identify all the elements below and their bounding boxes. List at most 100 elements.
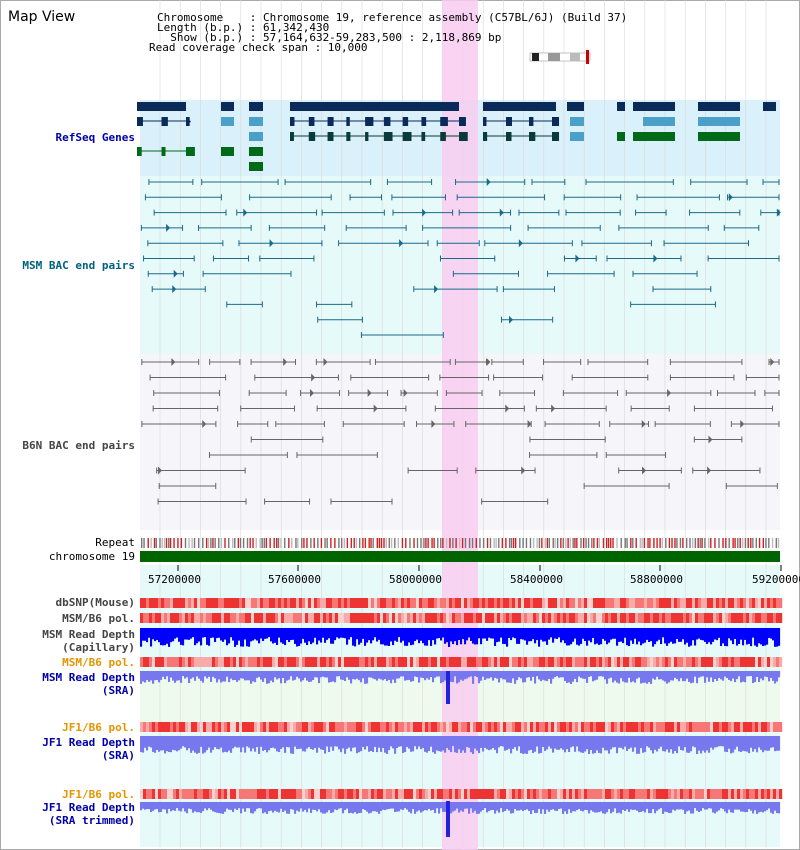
msm-sra-depth-bar	[440, 671, 443, 684]
msm-pol-heat-cell	[632, 613, 636, 623]
jf1-trim-pol-heat-cell	[395, 789, 399, 799]
jf1-trim-pol-heat-cell	[413, 789, 417, 799]
jf1-pol-heat-cell	[623, 722, 627, 732]
track-label-jf1-b6-pol-2[interactable]: JF1/B6 pol.	[62, 788, 135, 801]
msm-sra-depth-bar	[378, 671, 381, 679]
repeat-mark	[479, 538, 481, 548]
msm-capillary-depth-bar	[548, 628, 551, 640]
jf1-pol-heat-cell	[518, 722, 522, 732]
msm-sra-depth-bar	[762, 671, 765, 681]
jf1-sra-depth-bar	[638, 736, 641, 754]
jf1-pol-heat-cell	[641, 722, 645, 732]
jf1-trim-depth-bar	[366, 802, 369, 812]
msm-sra-depth-bar	[718, 671, 721, 678]
track-label-msm-read-depth-capillary[interactable]: MSM Read Depth	[42, 628, 135, 641]
msm-sra-pol-heat-cell	[737, 657, 741, 667]
track-label-b6n-bac[interactable]: B6N BAC end pairs	[22, 439, 135, 452]
jf1-sra-depth-bar	[706, 736, 709, 751]
refseq-gene-model-exon	[161, 147, 166, 156]
jf1-pol-heat-cell	[581, 722, 585, 732]
msm-capillary-depth-bar	[470, 628, 473, 641]
repeat-mark	[616, 538, 618, 548]
track-label-msm-bac[interactable]: MSM BAC end pairs	[22, 259, 135, 272]
refseq-gene-model-strand-arrow	[186, 117, 191, 126]
jf1-trim-pol-heat-cell	[473, 789, 477, 799]
msm-sra-pol-heat-cell	[740, 657, 744, 667]
dbsnp-heat-cell	[230, 598, 234, 608]
jf1-sra-depth-bar	[160, 736, 163, 751]
msm-pol-heat-cell	[149, 613, 153, 623]
refseq-gene-block	[570, 132, 584, 141]
jf1-trim-pol-heat-cell	[341, 789, 345, 799]
jf1-sra-depth-bar	[668, 736, 671, 753]
jf1-sra-depth-bar	[586, 736, 589, 750]
msm-capillary-depth-bar	[214, 628, 217, 643]
msm-capillary-depth-bar	[410, 628, 413, 646]
track-label-jf1-b6-pol[interactable]: JF1/B6 pol.	[62, 721, 135, 734]
msm-sra-pol-heat-cell	[437, 657, 441, 667]
jf1-trim-depth-bar	[590, 802, 593, 811]
repeat-mark	[390, 538, 393, 548]
dbsnp-heat-cell	[575, 598, 579, 608]
jf1-sra-depth-bar	[492, 736, 495, 749]
track-label-jf1-read-depth-trimmed[interactable]: JF1 Read Depth	[42, 801, 135, 814]
msm-pol-heat-cell	[155, 613, 159, 623]
jf1-pol-heat-cell	[149, 722, 153, 732]
jf1-trim-depth-bar	[232, 802, 235, 812]
msm-sra-pol-heat-cell	[695, 657, 699, 667]
jf1-pol-heat-cell	[602, 722, 606, 732]
jf1-pol-heat-cell	[206, 722, 210, 732]
jf1-pol-heat-cell	[692, 722, 696, 732]
jf1-trim-pol-heat-cell	[707, 789, 711, 799]
jf1-sra-depth-bar	[288, 736, 291, 748]
msm-sra-pol-heat-cell	[587, 657, 591, 667]
msm-sra-depth-bar	[770, 671, 773, 678]
jf1-trim-depth-bar	[480, 802, 483, 812]
msm-sra-pol-heat-cell	[290, 657, 294, 667]
track-label-dbsnp[interactable]: dbSNP(Mouse)	[55, 596, 135, 609]
chromosome-ideogram	[529, 50, 591, 64]
msm-sra-pol-heat-cell	[707, 657, 711, 667]
jf1-trim-depth-bar	[512, 802, 515, 814]
jf1-sra-depth-bar	[490, 736, 493, 750]
track-label-msm-b6-pol-sra[interactable]: MSM/B6 pol.	[62, 656, 135, 669]
refseq-gene-model-exon	[529, 117, 534, 126]
dbsnp-heat-cell	[734, 598, 738, 608]
msm-capillary-depth-bar	[320, 628, 323, 643]
msm-sra-pol-heat-cell	[674, 657, 678, 667]
jf1-pol-heat-cell	[461, 722, 465, 732]
jf1-pol-heat-cell	[662, 722, 666, 732]
jf1-trim-depth-bar	[606, 802, 609, 813]
track-label-msm-b6-pol[interactable]: MSM/B6 pol.	[62, 612, 135, 625]
msm-bac-pair-arrow	[653, 254, 658, 263]
track-label-msm-read-depth-sra[interactable]: MSM Read Depth	[42, 671, 135, 684]
dbsnp-heat-cell	[488, 598, 492, 608]
msm-sra-depth-bar	[578, 671, 581, 677]
msm-pol-heat-cell	[746, 613, 750, 623]
jf1-trim-depth-bar	[424, 802, 427, 811]
msm-capillary-depth-bar	[284, 628, 287, 646]
msm-sra-pol-heat-cell	[452, 657, 456, 667]
msm-pol-heat-cell	[428, 613, 432, 623]
jf1-pol-heat-cell	[653, 722, 657, 732]
jf1-trim-pol-heat-cell	[398, 789, 402, 799]
jf1-sra-depth-bar	[142, 736, 145, 753]
msm-sra-pol-heat-cell	[713, 657, 717, 667]
msm-sra-depth-bar	[508, 671, 511, 683]
msm-capillary-depth-bar	[222, 628, 225, 642]
dbsnp-heat-cell	[620, 598, 624, 608]
jf1-sra-depth-bar	[144, 736, 147, 748]
jf1-trim-depth-bar	[642, 802, 645, 812]
jf1-sra-depth-bar	[588, 736, 591, 754]
jf1-trim-depth-bar	[474, 802, 477, 811]
repeat-mark	[489, 538, 492, 548]
msm-sra-depth-spike	[446, 671, 450, 704]
msm-capillary-depth-bar	[418, 628, 421, 644]
track-label-jf1-read-depth-sra[interactable]: JF1 Read Depth	[42, 736, 135, 749]
jf1-sra-depth-bar	[238, 736, 241, 748]
repeat-mark	[455, 538, 457, 548]
selected-region-highlight	[442, 0, 478, 850]
track-label-refseq[interactable]: RefSeq Genes	[55, 131, 135, 144]
msm-pol-heat-cell	[353, 613, 357, 623]
